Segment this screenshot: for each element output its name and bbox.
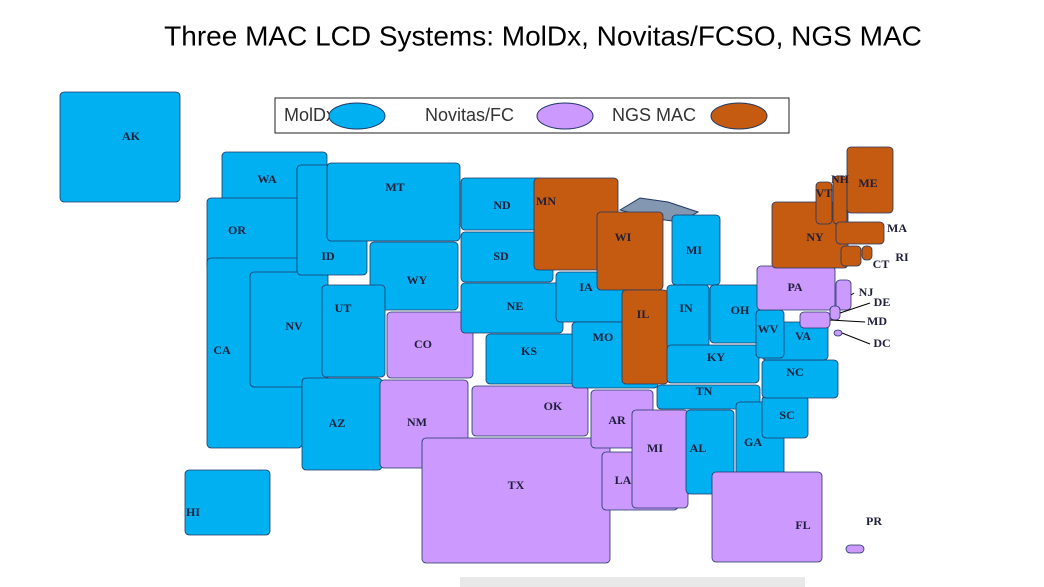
state-label: MT: [385, 180, 404, 194]
legend-label: NGS MAC: [612, 105, 696, 125]
state-label: ND: [493, 198, 511, 212]
states: AK HI WA OR CA NV ID MT WY UT AZ CO NM ND SD NE KS OK TX MN…: [59, 91, 909, 564]
state-label: WY: [407, 273, 428, 287]
state-label: NY: [806, 230, 824, 244]
state-label: MN: [536, 194, 556, 208]
state: [711, 471, 823, 563]
legend-swatch: [328, 102, 386, 130]
legend-swatch: [710, 102, 768, 130]
state: [184, 469, 271, 536]
state-label: SC: [779, 408, 794, 422]
state: [421, 437, 611, 564]
state: [835, 221, 885, 245]
state-label: IN: [679, 301, 693, 315]
callout-arrow: [841, 332, 871, 345]
legend: MolDx Novitas/FC NGS MAC: [284, 102, 768, 130]
state: [815, 181, 833, 225]
state-label: NM: [407, 415, 427, 429]
state-label: TN: [696, 384, 713, 398]
state-label: PR: [866, 514, 882, 528]
state: [845, 544, 865, 554]
state: [621, 289, 669, 385]
state-label: VA: [795, 329, 811, 343]
state-label: NV: [285, 319, 303, 333]
state: [631, 409, 689, 509]
state-label: NC: [786, 365, 803, 379]
state-label: KS: [521, 344, 537, 358]
state: [471, 385, 589, 437]
state-label: NJ: [859, 285, 874, 299]
state-label: KY: [707, 350, 725, 364]
state-label: WA: [257, 172, 277, 186]
state-label: DC: [873, 336, 890, 350]
state-label: OR: [228, 223, 246, 237]
state-label: RI: [895, 250, 909, 264]
state-label: WV: [758, 322, 779, 336]
state: [596, 211, 664, 291]
state-label: ID: [321, 249, 335, 263]
state-label: NH: [831, 172, 850, 186]
state-label: IL: [637, 307, 650, 321]
callout-arrow: [839, 302, 871, 314]
state-label: WI: [615, 230, 632, 244]
state-label: AL: [690, 441, 707, 455]
state-label: ME: [858, 176, 877, 190]
state-label: GA: [744, 435, 762, 449]
state-label: CO: [414, 337, 432, 351]
state: [485, 333, 585, 385]
state-label: MA: [887, 221, 907, 235]
state: [846, 146, 894, 214]
state-label: MI: [686, 243, 702, 257]
legend-label: Novitas/FC: [425, 105, 514, 125]
legend-swatch: [536, 102, 594, 130]
callout-arrow: [829, 319, 866, 323]
state-label: MD: [867, 314, 887, 328]
state-label: LA: [615, 473, 632, 487]
state-label: CA: [213, 343, 231, 357]
state: [656, 384, 761, 410]
state-label: UT: [335, 301, 352, 315]
state: [321, 284, 386, 378]
legend-label: MolDx: [284, 105, 335, 125]
title: Three MAC LCD Systems: MolDx, Novitas/FC…: [164, 20, 922, 51]
state-label: MI: [647, 441, 663, 455]
state: [861, 245, 873, 261]
state-label: AK: [122, 129, 141, 143]
state: [835, 279, 852, 311]
state-label: AZ: [329, 416, 346, 430]
state-label: VT: [816, 186, 833, 200]
state-label: FL: [795, 518, 810, 532]
state-label: OK: [544, 399, 563, 413]
state-label: OH: [731, 303, 750, 317]
state-label: DE: [874, 295, 891, 309]
state: [59, 91, 181, 203]
state: [833, 329, 843, 337]
state: [829, 305, 841, 321]
state-label: MO: [593, 330, 614, 344]
scrollbar: [460, 577, 805, 587]
state: [666, 344, 760, 384]
state: [326, 162, 461, 242]
state: [840, 245, 862, 267]
state-label: SD: [493, 249, 509, 263]
state-label: AR: [608, 413, 626, 427]
state: [799, 311, 831, 329]
state: [369, 241, 459, 311]
callout-arrow: [850, 292, 855, 296]
state-label: NE: [507, 299, 524, 313]
state-label: CT: [873, 257, 890, 271]
state: [386, 311, 474, 379]
state-label: TX: [508, 478, 525, 492]
state-label: HI: [186, 505, 200, 519]
state: [666, 284, 710, 350]
state-label: IA: [579, 280, 593, 294]
state-label: PA: [787, 280, 802, 294]
